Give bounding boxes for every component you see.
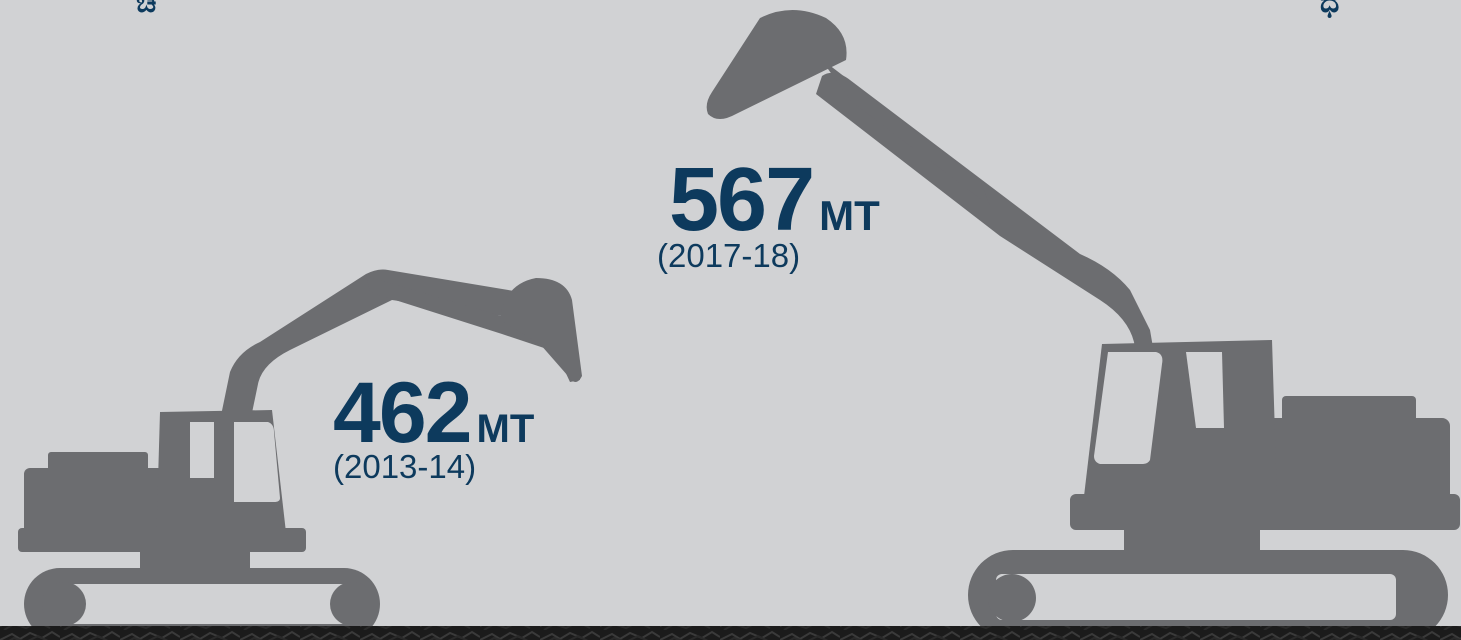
stat-value: 462: [333, 365, 472, 461]
stat-period: (2017-18): [657, 237, 801, 274]
production-stat-2017-18: 567 MT (2017-18): [657, 155, 880, 275]
decorative-glyph-left: ಚ: [136, 0, 157, 19]
stat-unit: MT: [819, 192, 880, 239]
large-excavator-icon: [706, 10, 1460, 640]
stat-unit: MT: [476, 407, 535, 451]
decorative-glyph-right: ಧ: [1320, 0, 1340, 19]
stat-period: (2013-14): [333, 448, 477, 485]
production-stat-2013-14: 462 MT (2013-14): [333, 370, 534, 486]
coal-ground: [0, 626, 1461, 640]
stat-value: 567: [669, 150, 815, 250]
